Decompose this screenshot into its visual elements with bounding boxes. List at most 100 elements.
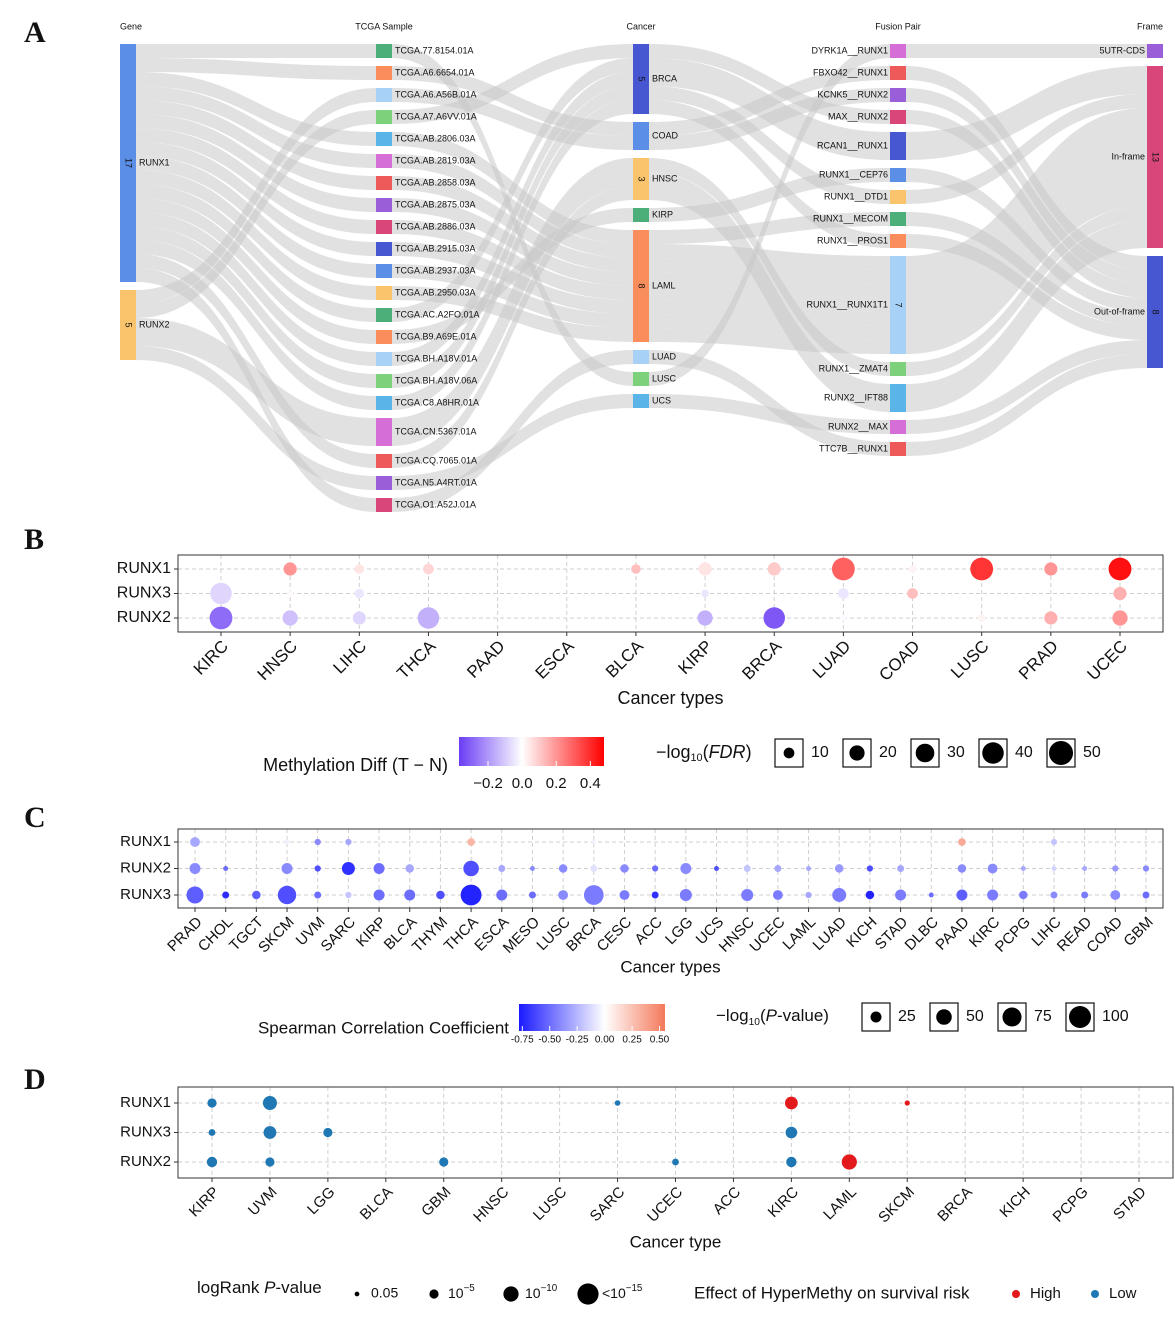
node xyxy=(1147,44,1163,58)
flow xyxy=(906,168,1147,312)
bubble xyxy=(345,838,352,846)
bubble xyxy=(631,564,641,574)
flow xyxy=(392,208,633,344)
node xyxy=(376,198,392,212)
bubble xyxy=(741,888,754,902)
node-label: TTC7B__RUNX1 xyxy=(819,443,888,453)
size-key-label: 75 xyxy=(1034,1008,1052,1025)
color-bar-label: −0.2 xyxy=(473,775,503,792)
dot xyxy=(208,1129,216,1136)
label-base: <10 xyxy=(602,1285,626,1301)
node xyxy=(376,264,392,278)
bubble xyxy=(987,889,999,901)
node-label: FBXO42__RUNX1 xyxy=(813,67,888,77)
flow xyxy=(906,206,1147,376)
node-label: RUNX1__DTD1 xyxy=(824,191,888,201)
column-header: Gene xyxy=(120,21,142,31)
row-label: RUNX2 xyxy=(120,859,171,876)
dot xyxy=(785,1126,798,1139)
dot xyxy=(265,1157,275,1167)
color-legend-title: Spearman Correlation Coefficient xyxy=(258,1018,509,1037)
color-key-dot xyxy=(1091,1290,1099,1298)
node xyxy=(376,286,392,300)
bubble xyxy=(679,888,692,902)
flow xyxy=(906,220,1147,412)
row-label: RUNX1 xyxy=(120,833,171,850)
node-label: TCGA.C8.A8HR.01A xyxy=(395,397,479,407)
flow xyxy=(649,72,890,160)
flow xyxy=(392,158,633,446)
size-key-dot xyxy=(870,1011,882,1023)
node xyxy=(890,88,906,102)
bubble xyxy=(252,890,261,900)
row-label: RUNX3 xyxy=(117,585,171,602)
bubble xyxy=(463,860,479,877)
bubble xyxy=(970,557,994,581)
dot xyxy=(262,1096,277,1110)
node xyxy=(376,476,392,490)
row-label: RUNX2 xyxy=(120,1153,171,1170)
bubble xyxy=(189,863,201,874)
flow xyxy=(392,394,633,490)
x-axis-title: Cancer types xyxy=(617,688,723,708)
size-key-label: 10 xyxy=(811,744,829,761)
node-label: TCGA.A6.A56B.01A xyxy=(395,89,477,99)
bubble xyxy=(697,610,713,626)
node xyxy=(376,88,392,102)
node-label: HNSC xyxy=(652,173,678,183)
node xyxy=(1147,256,1163,368)
size-key-dot xyxy=(936,1009,952,1025)
label-base: 10 xyxy=(448,1285,464,1301)
size-key-label: 40 xyxy=(1015,744,1033,761)
node xyxy=(633,350,649,364)
flow xyxy=(136,170,376,300)
node xyxy=(890,234,906,248)
bubble xyxy=(352,611,366,625)
bubble xyxy=(834,864,844,873)
bubble xyxy=(987,863,998,874)
bubble xyxy=(354,588,365,599)
node-label: TCGA.AB.2858.03A xyxy=(395,177,476,187)
plot-border xyxy=(177,554,1164,633)
color-key-dot xyxy=(1012,1290,1020,1298)
color-bar xyxy=(519,1004,665,1031)
label-exponent: −5 xyxy=(464,1283,476,1294)
node xyxy=(376,44,392,58)
flow xyxy=(136,156,376,278)
node-label: Out-of-frame xyxy=(1094,306,1145,316)
bubble xyxy=(714,866,719,871)
dot xyxy=(207,1098,217,1108)
color-legend-title: Methylation Diff (T − N) xyxy=(263,755,448,775)
node-label: RUNX1__CEP76 xyxy=(819,169,888,179)
flow xyxy=(649,86,890,204)
size-key-dot xyxy=(429,1289,439,1299)
node xyxy=(890,384,906,412)
flow xyxy=(136,72,376,146)
bubble xyxy=(222,891,230,899)
node xyxy=(633,44,649,114)
node-label: TCGA.AB.2950.03A xyxy=(395,287,476,297)
bubble xyxy=(1142,865,1150,872)
bubble xyxy=(928,892,934,898)
node-count: 5 xyxy=(637,76,647,81)
bubble xyxy=(907,588,918,599)
flow xyxy=(906,340,1147,434)
flow xyxy=(649,394,890,434)
flow xyxy=(906,94,1147,204)
flow xyxy=(392,72,633,366)
bubble xyxy=(1050,838,1058,846)
flow xyxy=(649,314,890,340)
node xyxy=(376,374,392,388)
flow xyxy=(906,354,1147,456)
size-key-dot xyxy=(1002,1007,1022,1027)
flow xyxy=(392,44,633,124)
bubble xyxy=(1113,586,1127,601)
size-key-dot xyxy=(849,745,865,761)
node xyxy=(633,372,649,386)
bubble xyxy=(1110,890,1121,900)
bubble xyxy=(763,607,785,629)
node xyxy=(890,212,906,226)
node-label: TCGA.BH.A18V.01A xyxy=(395,353,477,363)
label-base: 10 xyxy=(525,1285,541,1301)
